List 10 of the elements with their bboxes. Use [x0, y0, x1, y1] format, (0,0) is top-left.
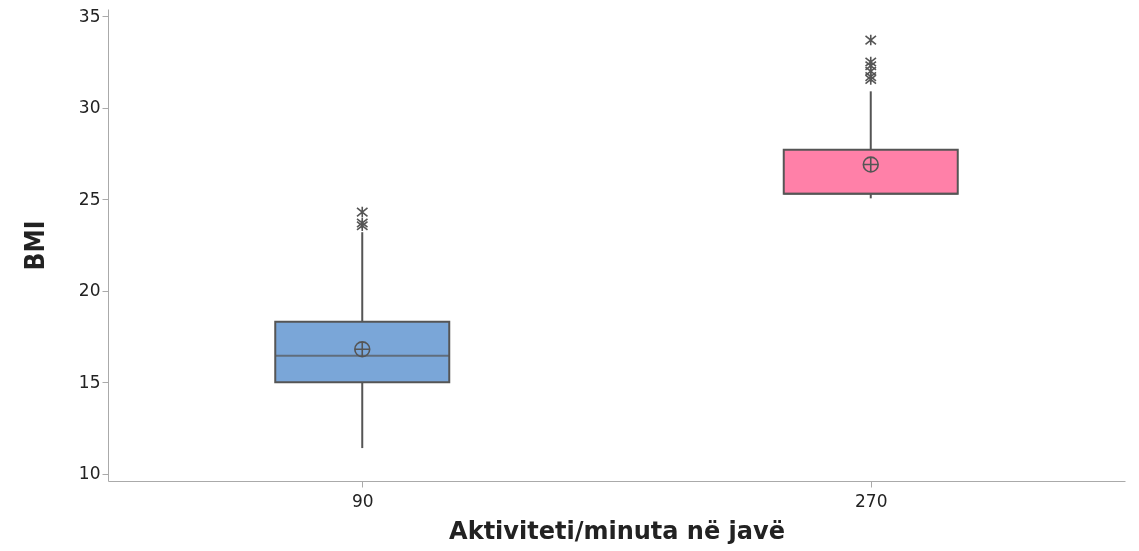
y-tick-label: 35: [78, 5, 101, 26]
y-tick-label: 25: [78, 188, 101, 209]
x-tick-label: 270: [855, 490, 888, 511]
y-axis-title: BMI: [19, 220, 50, 271]
x-tick-label: 90: [351, 490, 374, 511]
y-tick-label: 20: [78, 280, 101, 301]
x-axis-title: Aktiviteti/minuta në javë: [449, 516, 785, 545]
y-tick-label: 15: [78, 371, 101, 392]
y-tick-label: 30: [78, 97, 101, 118]
y-tick-label: 10: [78, 463, 101, 484]
